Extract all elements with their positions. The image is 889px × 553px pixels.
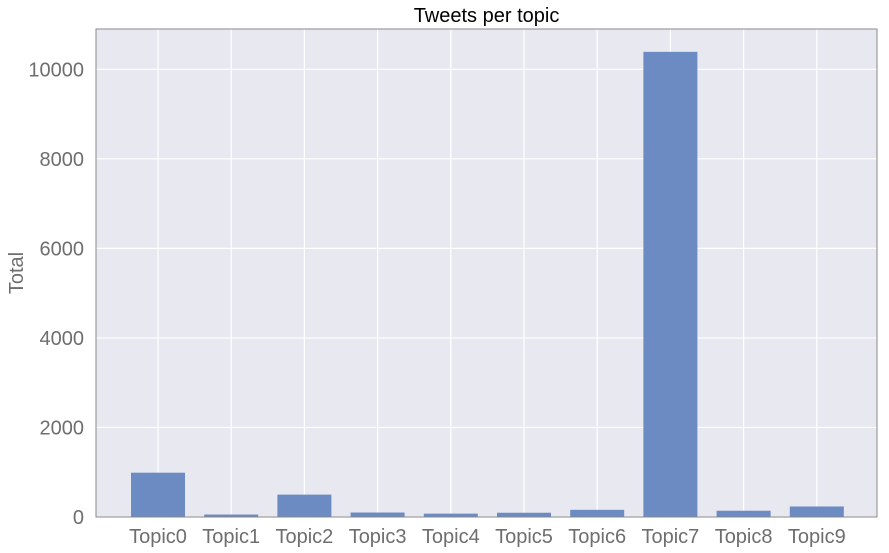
x-tick-label: Topic9 xyxy=(788,526,846,548)
bar-topic8 xyxy=(717,511,771,517)
bar-topic7 xyxy=(643,52,697,517)
y-tick-labels: 0 2000 4000 6000 8000 10000 xyxy=(28,59,84,529)
y-tick-label: 10000 xyxy=(28,59,84,81)
x-tick-label: Topic8 xyxy=(715,526,773,548)
x-tick-label: Topic2 xyxy=(275,526,333,548)
y-tick-label: 6000 xyxy=(40,238,85,260)
x-tick-label: Topic6 xyxy=(568,526,626,548)
y-tick-label: 8000 xyxy=(40,149,85,171)
x-tick-label: Topic0 xyxy=(129,526,187,548)
x-tick-label: Topic5 xyxy=(495,526,553,548)
y-tick-label: 4000 xyxy=(40,328,85,350)
bar-topic6 xyxy=(570,510,624,517)
x-tick-label: Topic3 xyxy=(349,526,407,548)
y-tick-label: 2000 xyxy=(40,417,85,439)
x-tick-label: Topic4 xyxy=(422,526,480,548)
bar-topic5 xyxy=(497,513,551,517)
x-tick-labels: Topic0 Topic1 Topic2 Topic3 Topic4 Topic5 Topi… xyxy=(129,526,846,548)
bar-topic4 xyxy=(424,514,478,517)
bar-topic2 xyxy=(277,495,331,517)
y-axis-label: Total xyxy=(6,252,28,294)
x-tick-label: Topic7 xyxy=(641,526,699,548)
y-tick-label: 0 xyxy=(73,507,84,529)
bar-topic3 xyxy=(351,513,405,517)
x-tick-label: Topic1 xyxy=(202,526,260,548)
bar-topic9 xyxy=(790,506,844,517)
chart-title: Tweets per topic xyxy=(414,5,560,27)
plot-area xyxy=(96,29,877,517)
bar-topic0 xyxy=(131,473,185,517)
